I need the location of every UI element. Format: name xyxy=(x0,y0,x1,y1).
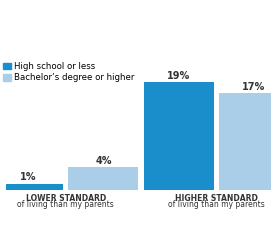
Bar xyxy=(0,184,63,190)
Text: 19%: 19% xyxy=(167,71,190,81)
Text: 4%: 4% xyxy=(95,156,112,165)
Text: of living than my parents: of living than my parents xyxy=(17,200,114,209)
Text: 17%: 17% xyxy=(242,82,266,92)
Legend: High school or less, Bachelor’s degree or higher: High school or less, Bachelor’s degree o… xyxy=(3,62,134,82)
Bar xyxy=(219,94,277,190)
Text: LOWER STANDARD: LOWER STANDARD xyxy=(26,194,106,203)
Text: of living than my parents: of living than my parents xyxy=(168,200,265,209)
Bar xyxy=(143,82,214,190)
Text: 1%: 1% xyxy=(20,173,36,182)
Text: HIGHER STANDARD: HIGHER STANDARD xyxy=(175,194,258,203)
Bar xyxy=(68,167,138,190)
